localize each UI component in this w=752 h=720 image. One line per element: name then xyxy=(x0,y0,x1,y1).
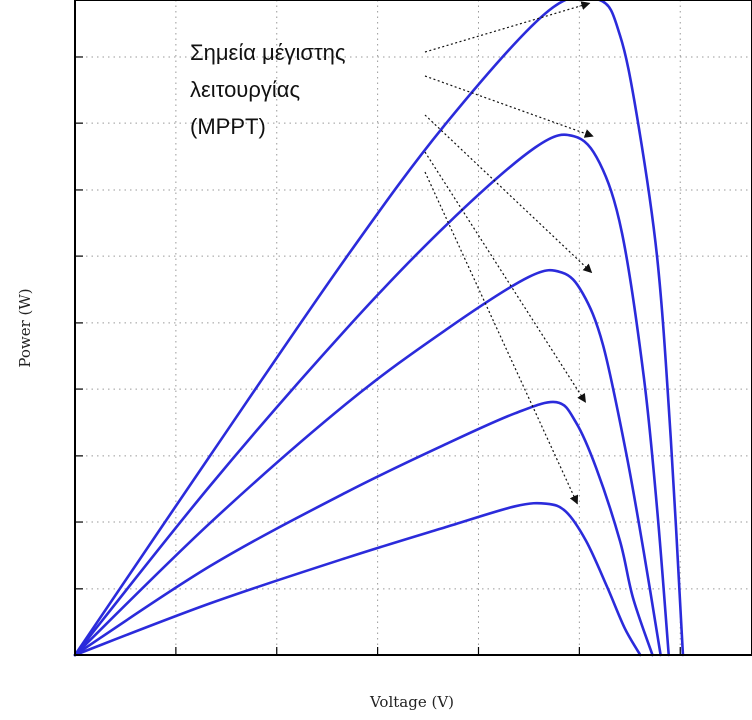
series-curve-3 xyxy=(73,268,662,657)
mppt-arrow-3 xyxy=(424,114,593,274)
series-curve-4 xyxy=(73,400,654,657)
y-axis-label: Power (W) xyxy=(16,288,34,367)
series-curve-5 xyxy=(73,501,642,657)
axis-ticks xyxy=(75,56,681,655)
mppt-arrow-2 xyxy=(424,75,594,138)
series-curve-2 xyxy=(73,133,671,657)
annotation-line-1: Σημεία μέγιστης xyxy=(190,40,346,65)
grid xyxy=(75,0,752,655)
plot-frame xyxy=(74,0,752,656)
annotation-line-2: λειτουργίας xyxy=(190,77,300,102)
mppt-arrow-5 xyxy=(424,171,579,505)
series-curve-1 xyxy=(73,0,685,657)
series-group xyxy=(73,0,685,657)
x-axis-label: Voltage (V) xyxy=(369,693,454,711)
mppt-arrow-1 xyxy=(424,1,591,53)
annotation-line-3: (MPPT) xyxy=(190,114,266,139)
mppt-arrow-4 xyxy=(424,151,586,403)
annotation-arrows xyxy=(424,1,594,505)
